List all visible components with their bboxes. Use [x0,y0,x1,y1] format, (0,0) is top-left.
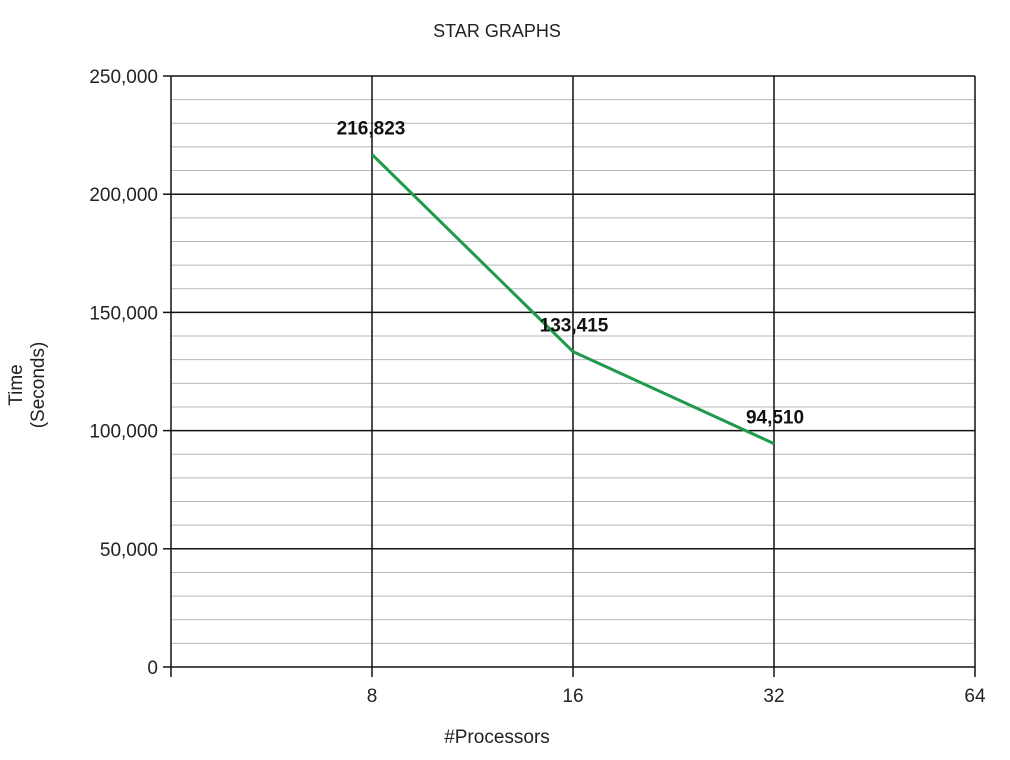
data-series: 216,823 133,415 94,510 [337,118,804,445]
y-axis-label-line1: Time [6,364,27,406]
y-tick-label: 200,000 [89,185,158,206]
x-axis-label: #Processors [444,727,550,748]
y-tick-label: 100,000 [89,422,158,443]
data-label: 94,510 [746,408,804,429]
y-tick-label: 150,000 [89,303,158,324]
y-axis-label-line2: (Seconds) [28,342,49,429]
y-tick-label: 50,000 [100,540,158,561]
series-line [370,153,775,445]
y-tick-label: 250,000 [89,67,158,88]
grid-lines [170,75,976,677]
x-tick-label: 8 [367,686,378,707]
data-label: 133,415 [540,316,609,337]
x-tick-label: 16 [562,686,583,707]
y-axis-label: Time (Seconds) [6,342,49,429]
data-label: 216,823 [337,118,406,139]
axes: 0 50,000 100,000 150,000 200,000 250,000 8 16 32… [89,67,986,707]
x-tick-label: 32 [763,686,784,707]
y-tick-label: 0 [147,658,158,679]
chart-title: STAR GRAPHS [433,21,561,41]
x-tick-label: 64 [964,686,986,707]
